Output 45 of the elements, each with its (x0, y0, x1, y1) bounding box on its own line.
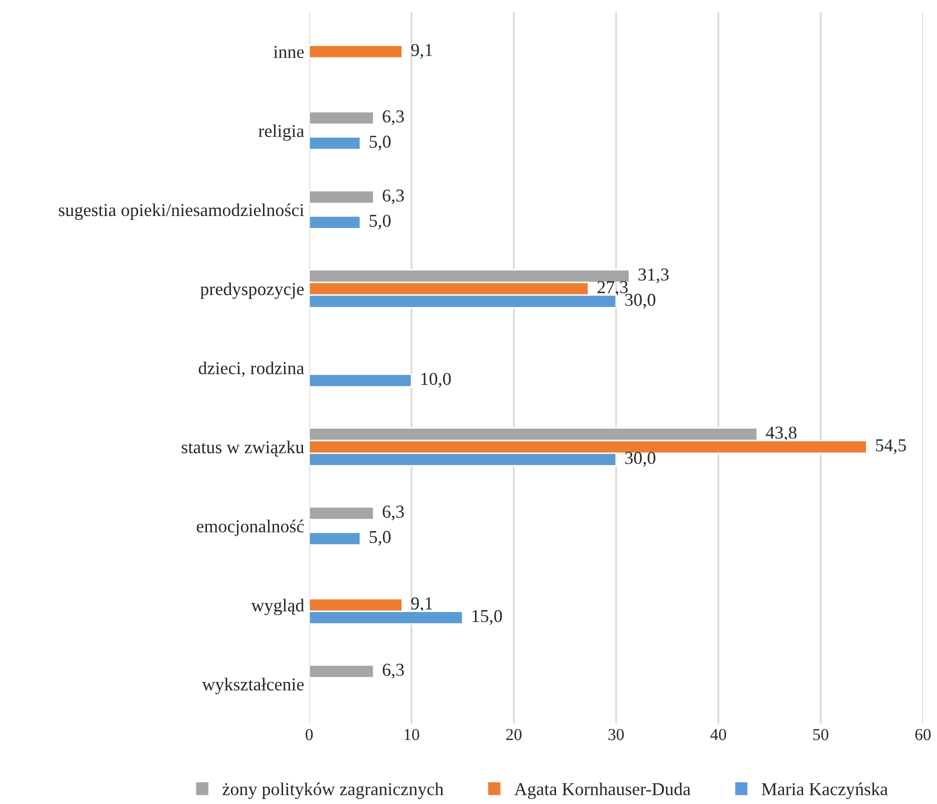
bar (309, 110, 374, 126)
y-tick-label: predyspozycje (200, 282, 304, 299)
data-label: 9,1 (411, 44, 432, 59)
y-tick-label: inne (274, 46, 304, 58)
y-tick-label: status w związku (182, 440, 304, 457)
y-tick-label: emocjonalność (196, 520, 304, 536)
bar (309, 136, 362, 150)
data-label: 54,5 (876, 439, 906, 454)
data-label: 5,0 (370, 136, 391, 150)
data-label: 43,8 (766, 426, 796, 442)
y-tick-label: dzieci, rodzina (198, 362, 304, 377)
y-tick-label: religia (258, 124, 304, 141)
bar (309, 215, 362, 230)
bar (309, 664, 374, 678)
data-label: 30,0 (625, 294, 656, 309)
legend-label: żony polityków zagranicznych (222, 782, 444, 799)
y-tick-label: sugestia opieki/niesamodzielności (58, 203, 304, 220)
data-label: 6,3 (382, 110, 404, 126)
x-tick-label: 20 (506, 728, 522, 740)
data-label: 27,3 (598, 281, 628, 296)
data-label: 5,0 (370, 214, 391, 230)
legend-label: Maria Kaczyńska (762, 782, 888, 799)
data-label: 5,0 (370, 530, 391, 546)
x-tick-label: 60 (915, 728, 931, 740)
bar (309, 532, 362, 546)
data-label: 6,3 (382, 664, 404, 679)
bar (309, 190, 374, 204)
legend-label: Agata Kornhauser-Duda (514, 782, 691, 799)
x-tick-label: 30 (608, 728, 624, 740)
data-label: 6,3 (382, 506, 404, 520)
data-label: 10,0 (421, 372, 451, 388)
data-label: 6,3 (382, 189, 404, 204)
data-label: 31,3 (638, 268, 669, 284)
x-tick-label: 50 (813, 728, 828, 740)
bar (309, 506, 374, 520)
y-tick-label: wykształcenie (202, 678, 304, 694)
x-tick-label: 10 (404, 728, 420, 740)
data-label: 9,1 (411, 597, 432, 612)
x-tick-label: 0 (306, 728, 313, 740)
data-label: 15,0 (472, 610, 502, 625)
bar (309, 44, 403, 59)
data-label: 30,0 (625, 452, 656, 467)
y-tick-label: wygląd (251, 598, 304, 616)
x-tick-label: 40 (710, 728, 726, 740)
bar (309, 373, 412, 388)
